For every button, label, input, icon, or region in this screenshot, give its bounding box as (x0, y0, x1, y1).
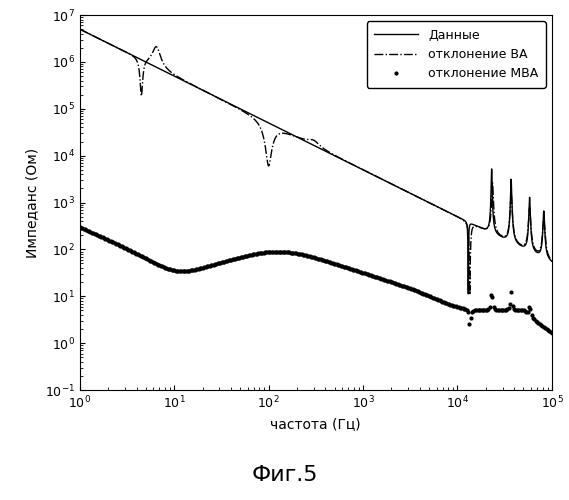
отклонение МВА (528, 312, 535, 318)
Legend: Данные, отклонение ВА, отклонение МВА: Данные, отклонение ВА, отклонение МВА (366, 21, 546, 88)
отклонение МВА (549, 330, 555, 336)
Данные (130, 53, 137, 59)
Данные (278, 126, 284, 132)
Y-axis label: Импеданс (Ом): Импеданс (Ом) (25, 148, 39, 258)
отклонение МВА (294, 250, 301, 256)
отклонение МВА (76, 224, 83, 230)
отклонение ВА (158, 56, 165, 62)
отклонение МВА (542, 326, 549, 332)
Line: отклонение ВА: отклонение ВА (80, 29, 552, 295)
Line: отклонение МВА: отклонение МВА (77, 224, 555, 336)
Данные (489, 174, 496, 180)
отклонение МВА (355, 268, 362, 274)
отклонение ВА (257, 126, 264, 132)
отклонение ВА (539, 226, 546, 232)
отклонение ВА (489, 190, 496, 196)
отклонение ВА (130, 54, 137, 60)
Данные (465, 291, 472, 297)
отклонение МВА (202, 264, 209, 270)
отклонение ВА (76, 26, 83, 32)
отклонение ВА (467, 292, 473, 298)
Данные (257, 116, 264, 122)
Text: Фиг.5: Фиг.5 (251, 465, 318, 485)
Данные (76, 26, 83, 32)
Данные (539, 227, 546, 233)
Данные (158, 66, 165, 72)
отклонение ВА (549, 258, 555, 264)
Line: Данные: Данные (80, 29, 552, 294)
X-axis label: частота (Гц): частота (Гц) (270, 417, 361, 431)
отклонение МВА (328, 260, 335, 266)
отклонение ВА (278, 130, 284, 136)
Данные (549, 258, 555, 264)
